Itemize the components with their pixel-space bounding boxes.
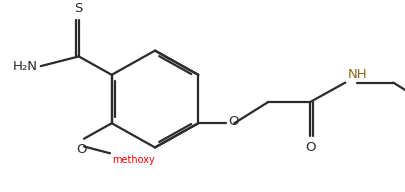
Text: methoxy: methoxy [112,155,154,165]
Text: H₂N: H₂N [13,60,38,73]
Text: O: O [77,143,87,156]
Text: NH: NH [346,68,366,81]
Text: O: O [304,141,315,154]
Text: S: S [75,2,83,15]
Text: O: O [228,115,238,128]
